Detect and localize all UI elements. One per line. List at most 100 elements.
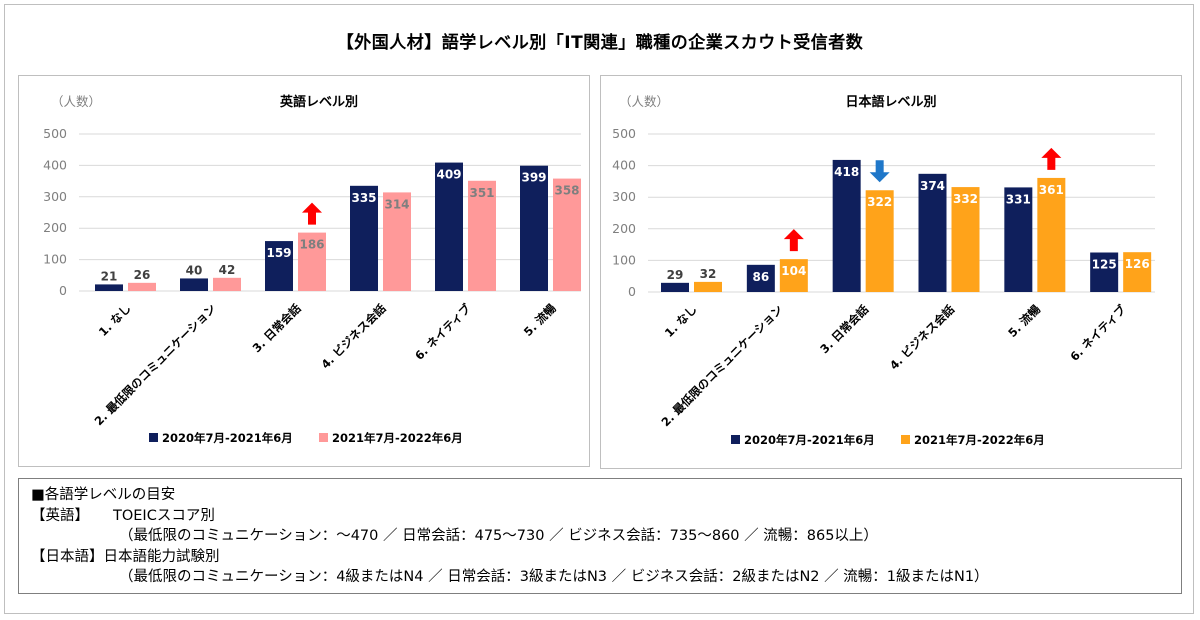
data-label: 42 [219, 263, 236, 277]
data-label: 125 [1092, 258, 1117, 272]
y-axis-label: （人数） [619, 94, 669, 109]
legend-swatch [149, 433, 158, 442]
english-guide-line: 【英語】 TOEICスコア別 [31, 506, 1181, 527]
guide-heading: ■各語学レベルの目安 [31, 487, 176, 503]
data-label: 40 [186, 263, 203, 277]
arrow-up-icon [783, 229, 804, 252]
bar-2021-2022 [1037, 177, 1066, 292]
legend-swatch [731, 435, 740, 444]
data-label: 32 [700, 267, 717, 281]
japanese-guide-head: 【日本語】 [31, 548, 104, 565]
y-tick-label: 100 [612, 252, 636, 267]
data-label: 409 [436, 168, 461, 182]
y-tick-label: 0 [59, 283, 67, 298]
bar-2020-2021 [265, 241, 293, 291]
data-label: 358 [554, 184, 579, 198]
bar-2021-2022 [1123, 252, 1152, 292]
english-guide-head: 【英語】 [31, 507, 89, 524]
y-tick-label: 500 [43, 126, 67, 141]
x-tick-label: 4. ビジネス会話 [318, 301, 389, 372]
bar-2021-2022 [128, 282, 156, 291]
japanese-chart: 日本語レベル別 （人数） 0 100 200 300 400 500 29 32 1. なし 86 10… [612, 94, 1155, 447]
bar-2021-2022 [951, 187, 980, 292]
bar-2021-2022 [298, 232, 326, 291]
data-label: 361 [1039, 183, 1064, 197]
data-label: 26 [134, 268, 151, 282]
data-label: 314 [384, 197, 409, 211]
bar-2020-2021 [435, 162, 463, 291]
outer-frame [4, 4, 1194, 614]
y-tick-label: 400 [612, 158, 636, 173]
data-label: 86 [752, 270, 769, 284]
data-label: 186 [299, 238, 324, 252]
data-label: 418 [834, 165, 859, 179]
data-label: 332 [953, 192, 978, 206]
data-label: 335 [351, 191, 376, 205]
y-tick-label: 0 [628, 284, 636, 299]
y-tick-label: 200 [43, 220, 67, 235]
y-tick-label: 300 [612, 189, 636, 204]
bar-2020-2021 [520, 165, 548, 291]
x-tick-label: 6. ネイティブ [1067, 302, 1129, 364]
english-chart-panel: 英語レベル別 （人数） 0 100 200 300 400 500 21 26 1. なし 40 42 2… [18, 75, 590, 467]
legend-label: 2020年7月-2021年6月 [162, 431, 293, 445]
bar-2020-2021 [95, 284, 123, 291]
bar-2021-2022 [865, 190, 894, 292]
level-guide-box: ■各語学レベルの目安 【英語】 TOEICスコア別 （最低限のコミュニケーション：… [18, 478, 1182, 594]
english-chart: 英語レベル別 （人数） 0 100 200 300 400 500 21 26 1. なし 40 42 2… [43, 94, 581, 445]
bar-2020-2021 [180, 278, 208, 291]
data-label: 21 [101, 269, 118, 283]
bar-2020-2021 [661, 282, 689, 292]
data-label: 159 [266, 246, 291, 260]
arrow-up-icon [1041, 147, 1062, 170]
y-tick-label: 200 [612, 221, 636, 236]
data-label: 399 [521, 171, 546, 185]
x-tick-label: 1. なし [96, 301, 134, 339]
bar-2020-2021 [1004, 187, 1033, 292]
legend-swatch [901, 435, 910, 444]
data-label: 322 [867, 195, 892, 209]
bar-2020-2021 [918, 173, 947, 292]
page-title: 【外国人材】語学レベル別「IT関連」職種の企業スカウト受信者数 [336, 33, 864, 53]
chart-title: 英語レベル別 [279, 94, 358, 110]
legend-swatch [319, 433, 328, 442]
bar-2020-2021 [350, 185, 378, 291]
bar-2021-2022 [213, 277, 241, 291]
legend-label: 2021年7月-2022年6月 [914, 433, 1045, 447]
english-guide-detail: （最低限のコミュニケーション：～470 ／ 日常会話：475～730 ／ ビジネ… [119, 528, 878, 544]
english-guide-label: TOEICスコア別 [113, 507, 215, 524]
bar-2020-2021 [1090, 252, 1119, 292]
x-tick-label: 5. 流暢 [521, 301, 559, 339]
x-tick-label: 4. ビジネス会話 [887, 302, 958, 373]
y-tick-label: 400 [43, 157, 67, 172]
bar-2020-2021 [746, 264, 775, 292]
data-label: 374 [920, 179, 945, 193]
x-tick-label: 6. ネイティブ [412, 301, 474, 363]
x-tick-label: 3. 日常会話 [250, 301, 304, 355]
japanese-guide-line: 【日本語】日本語能力試験別 [31, 547, 1181, 568]
japanese-guide-detail: （最低限のコミュニケーション：4級またはN4 ／ 日常会話：3級またはN3 ／ … [119, 569, 989, 585]
data-label: 351 [469, 186, 494, 200]
y-axis-label: （人数） [51, 94, 101, 109]
data-label: 104 [781, 264, 806, 278]
legend-label: 2021年7月-2022年6月 [332, 431, 463, 445]
bar-2021-2022 [383, 192, 411, 291]
bar-2021-2022 [694, 281, 722, 292]
x-tick-label: 5. 流暢 [1005, 302, 1043, 340]
x-tick-label: 1. なし [662, 302, 700, 340]
arrow-up-icon [302, 202, 322, 225]
data-label: 29 [667, 268, 684, 282]
bar-2021-2022 [468, 180, 496, 291]
japanese-guide-label: 日本語能力試験別 [103, 548, 220, 565]
bar-2021-2022 [779, 259, 808, 292]
x-tick-label: 3. 日常会話 [817, 302, 871, 356]
arrow-down-icon [869, 160, 890, 183]
chart-title: 日本語レベル別 [845, 94, 936, 110]
legend-label: 2020年7月-2021年6月 [744, 433, 875, 447]
y-tick-label: 500 [612, 126, 636, 141]
bar-2021-2022 [553, 178, 581, 291]
japanese-chart-panel: 日本語レベル別 （人数） 0 100 200 300 400 500 29 32 1. なし 86 10… [600, 75, 1182, 469]
y-tick-label: 100 [43, 252, 67, 267]
y-tick-label: 300 [43, 189, 67, 204]
data-label: 126 [1125, 257, 1150, 271]
